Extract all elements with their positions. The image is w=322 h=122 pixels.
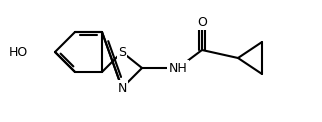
Text: N: N xyxy=(117,81,127,95)
Text: HO: HO xyxy=(8,46,28,59)
Text: S: S xyxy=(118,46,126,59)
Text: NH: NH xyxy=(169,61,187,75)
Text: O: O xyxy=(197,15,207,29)
